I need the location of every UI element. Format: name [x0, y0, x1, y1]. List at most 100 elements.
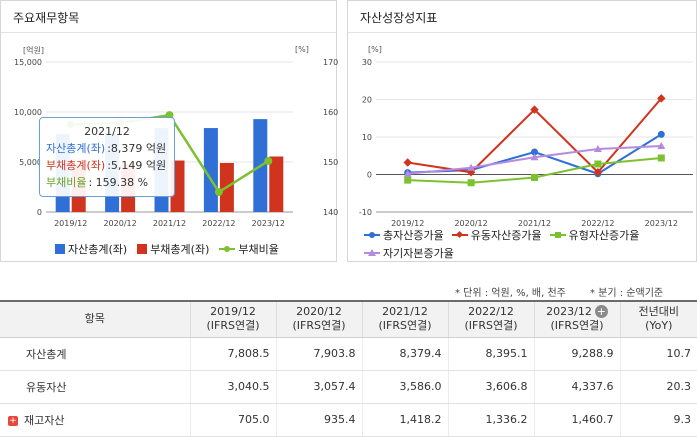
legend-label: 부채총계(좌) [150, 241, 209, 257]
column-header-basis: (IFRS연결) [191, 319, 276, 333]
y-tick: 30 [362, 58, 372, 67]
row-label-cell[interactable]: + 재고자산 [0, 403, 190, 436]
y-tick-left: 0 [37, 208, 42, 217]
legend-label: 부채비율 [238, 241, 278, 257]
table-cell: 4,337.6 [534, 370, 620, 403]
legend-label: 자산총계(좌) [68, 241, 127, 257]
expand-plus-icon[interactable]: + [8, 416, 18, 426]
table-cell: 3,057.4 [276, 370, 362, 403]
item-header: 항목 [0, 301, 190, 337]
legend-item[interactable]: 자기자본증가율 [364, 245, 454, 261]
column-header-basis: (IFRS연결) [449, 319, 534, 333]
legend-swatch [55, 244, 65, 254]
tooltip-date: 2021/12 [46, 123, 168, 140]
legend-item[interactable]: 유동자산증가율 [452, 227, 542, 243]
yoy-header-label: 전년대비 [621, 305, 697, 319]
yoy-cell: 9.3 [620, 403, 697, 436]
legend-swatch [219, 244, 235, 254]
legend-swatch [452, 230, 468, 240]
row-label: 자산총계 [26, 348, 66, 361]
legend-label: 총자산증가율 [383, 227, 444, 243]
legend-label: 자기자본증가율 [383, 245, 454, 261]
point-debt-ratio [215, 188, 223, 196]
series-point [658, 155, 665, 162]
legend-item[interactable]: 유형자산증가율 [550, 227, 640, 243]
y-tick-left: 15,000 [14, 58, 42, 67]
tooltip-value: : 159.38 % [88, 174, 148, 191]
x-tick-label: 2022/12 [202, 219, 235, 228]
column-header-period: 2022/12 [449, 305, 534, 319]
column-header-basis: (IFRS연결) [535, 319, 620, 333]
bar-total-liabilities [269, 157, 283, 213]
table-cell: 935.4 [276, 403, 362, 436]
y-tick-right: 170 [323, 58, 338, 67]
yoy-header: 전년대비(YoY) [620, 301, 697, 337]
y-tick: 0 [367, 171, 372, 180]
column-header-period: 2021/12 [363, 305, 448, 319]
legend-label: 유형자산증가율 [569, 227, 640, 243]
legend-item[interactable]: 부채총계(좌) [137, 241, 209, 257]
table-header-row: 항목 2019/12(IFRS연결)2020/12(IFRS연결)2021/12… [0, 301, 697, 337]
panel-title: 주요재무항목 [13, 9, 79, 26]
series-point [531, 174, 538, 181]
table-cell: 705.0 [190, 403, 276, 436]
row-label: 재고자산 [24, 414, 64, 427]
panel-title: 자산성장성지표 [360, 9, 437, 26]
y-tick-left: 10,000 [14, 108, 42, 117]
column-header: 2021/12(IFRS연결) [362, 301, 448, 337]
legend-label: 유동자산증가율 [471, 227, 542, 243]
y-tick: 20 [362, 96, 372, 105]
row-label: 유동자산 [26, 381, 66, 394]
column-header-basis: (IFRS연결) [363, 319, 448, 333]
table-cell: 7,808.5 [190, 337, 276, 370]
legend-item[interactable]: 총자산증가율 [364, 227, 444, 243]
column-header-basis: (IFRS연결) [277, 319, 362, 333]
table-cell: 7,903.8 [276, 337, 362, 370]
x-tick-label: 2019/12 [54, 219, 87, 228]
table-cell: 8,395.1 [448, 337, 534, 370]
column-header-period: 2019/12 [191, 305, 276, 319]
x-tick-label: 2020/12 [103, 219, 136, 228]
y-tick-right: 140 [323, 208, 338, 217]
legend-item[interactable]: 부채비율 [219, 241, 278, 257]
y-tick: 10 [362, 133, 372, 142]
legend-swatch [550, 230, 566, 240]
tooltip-row: 부채비율: 159.38 % [46, 174, 168, 191]
x-tick-label: 2021/12 [153, 219, 186, 228]
x-tick-label: 2023/12 [252, 219, 285, 228]
series-point [404, 177, 411, 184]
yoy-cell: 20.3 [620, 370, 697, 403]
series-point [468, 179, 475, 186]
column-header: 2020/12(IFRS연결) [276, 301, 362, 337]
column-header: 2019/12(IFRS연결) [190, 301, 276, 337]
table-cell: 1,460.7 [534, 403, 620, 436]
tooltip-value: :8,379 억원 [107, 140, 166, 157]
y-tick: -10 [359, 208, 372, 217]
legend-item[interactable]: 자산총계(좌) [55, 241, 127, 257]
series-point [658, 131, 665, 138]
table-cell: 1,336.2 [448, 403, 534, 436]
table-cell: 1,418.2 [362, 403, 448, 436]
y-tick-right: 160 [323, 108, 338, 117]
legend-swatch [137, 244, 147, 254]
legend-swatch [364, 248, 380, 258]
column-header-period: 2023/12+ [535, 305, 620, 319]
point-debt-ratio [264, 157, 272, 165]
legend-swatch [364, 230, 380, 240]
financial-table: 항목 2019/12(IFRS연결)2020/12(IFRS연결)2021/12… [0, 300, 697, 437]
chart-legend: 자산총계(좌) 부채총계(좌) 부채비율 [55, 241, 279, 257]
column-header: 2022/12(IFRS연결) [448, 301, 534, 337]
row-label-cell: 유동자산 [0, 370, 190, 403]
add-circle-icon[interactable]: + [595, 305, 608, 318]
column-header: 2023/12+(IFRS연결) [534, 301, 620, 337]
y-tick-right: 150 [323, 158, 338, 167]
table-cell: 8,379.4 [362, 337, 448, 370]
tooltip-row: 부채총계(좌):5,149 억원 [46, 157, 168, 174]
table-cell: 3,586.0 [362, 370, 448, 403]
table-cell: 3,040.5 [190, 370, 276, 403]
period-note: * 분기 : 순액기준 [590, 284, 663, 299]
tooltip-label: 자산총계(좌) [46, 140, 105, 157]
